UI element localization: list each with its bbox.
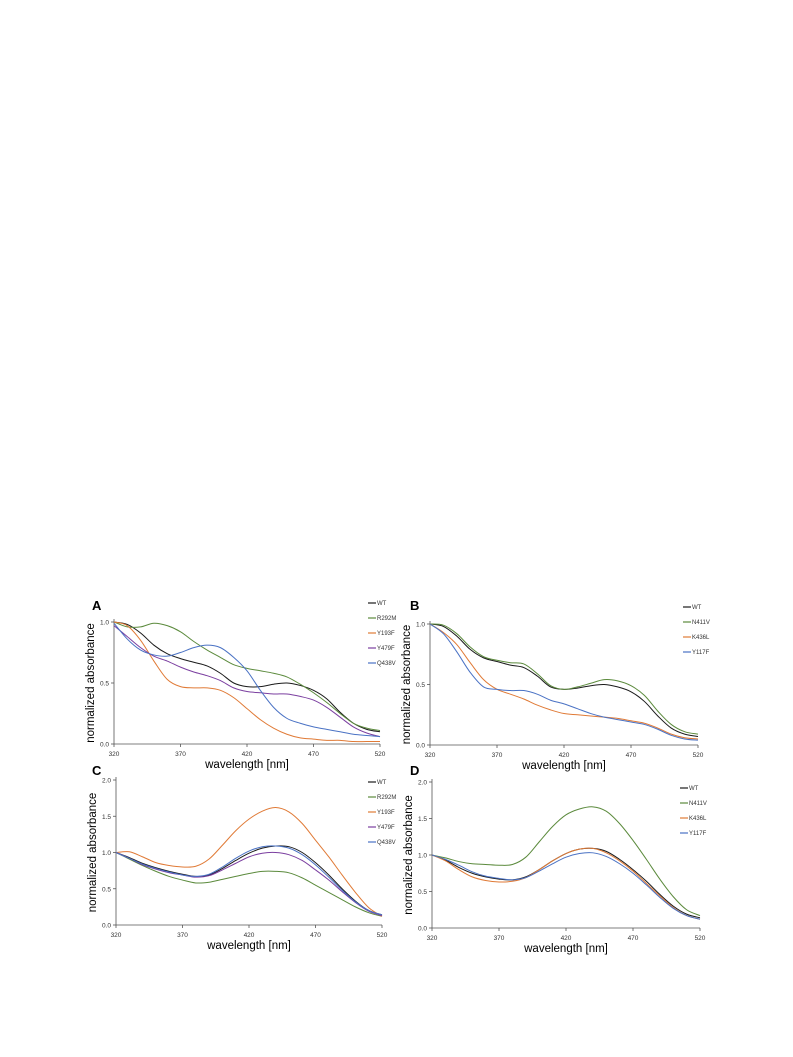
- y-tick-label-d: 2.0: [418, 780, 427, 787]
- series-line-y117f-d: [431, 852, 701, 920]
- x-axis-title-a: wavelength [nm]: [204, 759, 289, 771]
- series-line-y193f-c: [115, 807, 383, 917]
- y-tick-label-a: 0.0: [100, 742, 109, 749]
- legend-label-q438v-a: Q438V: [377, 661, 396, 667]
- x-tick-label-c: 520: [377, 932, 388, 939]
- y-tick-label-b: 0.0: [416, 743, 425, 750]
- y-axis-title-a: normalized absorbance: [85, 623, 97, 743]
- legend-label-y479f-c: Y479F: [377, 825, 395, 831]
- x-tick-label-b: 470: [626, 752, 637, 759]
- y-tick-label-b: 0.5: [416, 682, 425, 689]
- series-line-y479f-c: [115, 851, 383, 917]
- x-tick-label-a: 520: [375, 751, 386, 758]
- y-tick-label-a: 1.0: [100, 620, 109, 627]
- series-line-y479f-a: [113, 625, 381, 738]
- x-tick-label-a: 470: [308, 751, 319, 758]
- legend-label-wt-a: WT: [377, 601, 387, 607]
- legend-label-k436l-d: K436L: [689, 816, 707, 822]
- x-tick-label-b: 320: [425, 752, 436, 759]
- y-tick-label-c: 1.0: [102, 850, 111, 857]
- panel-label-c: C: [92, 763, 102, 778]
- series-line-wt-c: [115, 845, 383, 916]
- series-line-r292m-a: [113, 621, 381, 732]
- y-tick-label-d: 0.0: [418, 926, 427, 933]
- series-line-wt-b: [429, 623, 699, 738]
- legend-label-r292m-a: R292M: [377, 616, 396, 622]
- y-tick-label-d: 1.0: [418, 853, 427, 860]
- panel-label-d: D: [410, 763, 419, 778]
- x-tick-label-d: 420: [561, 935, 572, 942]
- x-tick-label-d: 320: [427, 935, 438, 942]
- y-tick-label-d: 1.5: [418, 816, 427, 823]
- legend-label-wt-b: WT: [692, 605, 702, 611]
- x-tick-label-b: 520: [693, 752, 704, 759]
- series-line-k436l-b: [429, 623, 699, 740]
- x-axis-title-c: wavelength [nm]: [206, 940, 291, 952]
- y-axis-title-b: normalized absorbance: [401, 625, 413, 745]
- series-line-y193f-a: [113, 621, 380, 743]
- panel-d-chart: 320 370 420 470 520 0.0 0.5 1.0 1.5 2.0 wavelength…: [403, 779, 707, 955]
- legend-label-r292m-c: R292M: [377, 795, 396, 801]
- y-tick-label-a: 0.5: [100, 681, 109, 688]
- y-tick-label-c: 1.5: [102, 814, 111, 821]
- legend-label-y193f-c: Y193F: [377, 810, 395, 816]
- panel-a-chart: 320 370 420 470 520 0.0 0.5 1.0 wavelength [nm] n…: [85, 601, 396, 771]
- series-line-q438v-a: [113, 622, 381, 738]
- x-tick-label-c: 370: [177, 932, 188, 939]
- x-tick-label-d: 470: [628, 935, 639, 942]
- legend-label-y193f-a: Y193F: [377, 631, 395, 637]
- x-axis-title-b: wavelength [nm]: [521, 760, 606, 772]
- legend-label-n411v-b: N411V: [692, 620, 710, 626]
- x-tick-label-a: 370: [175, 751, 186, 758]
- series-line-k436l-d: [431, 847, 701, 920]
- y-tick-label-d: 0.5: [418, 889, 427, 896]
- x-tick-label-a: 320: [109, 751, 120, 758]
- legend-label-q438v-c: Q438V: [377, 840, 396, 846]
- legend-label-k436l-b: K436L: [692, 635, 710, 641]
- legend-label-y117f-b: Y117F: [692, 650, 710, 656]
- y-tick-label-c: 2.0: [102, 778, 111, 785]
- y-axis-title-d: normalized absorbance: [403, 795, 415, 915]
- x-tick-label-a: 420: [242, 751, 253, 758]
- x-tick-label-c: 320: [111, 932, 122, 939]
- y-tick-label-c: 0.5: [102, 886, 111, 893]
- panel-label-a: A: [92, 598, 102, 613]
- x-axis-title-d: wavelength [nm]: [523, 943, 608, 955]
- x-tick-label-c: 420: [244, 932, 255, 939]
- series-line-y117f-b: [429, 623, 699, 741]
- legend-label-y117f-d: Y117F: [689, 831, 707, 837]
- series-line-q438v-c: [115, 845, 383, 916]
- y-tick-label-b: 1.0: [416, 622, 425, 629]
- legend-label-wt-c: WT: [377, 780, 387, 786]
- series-line-n411v-b: [429, 623, 699, 735]
- legend-label-y479f-a: Y479F: [377, 646, 395, 652]
- y-tick-label-c: 0.0: [102, 923, 111, 930]
- legend-label-n411v-d: N411V: [689, 801, 707, 807]
- y-axis-title-c: normalized absorbance: [87, 793, 99, 913]
- series-line-n411v-d: [431, 806, 701, 917]
- x-tick-label-d: 370: [494, 935, 505, 942]
- x-tick-label-c: 470: [310, 932, 321, 939]
- x-tick-label-d: 520: [695, 935, 706, 942]
- series-line-r292m-c: [115, 852, 383, 917]
- x-tick-label-b: 420: [559, 752, 570, 759]
- series-line-wt-d: [431, 847, 701, 919]
- panel-c-chart: 320 370 420 470 520 0.0 0.5 1.0 1.5 2.0 wavelength…: [87, 777, 396, 952]
- series-line-wt-a: [113, 621, 381, 733]
- legend-label-wt-d: WT: [689, 786, 699, 792]
- panel-label-b: B: [410, 598, 419, 613]
- panel-b-chart: 320 370 420 470 520 0.0 0.5 1.0 wavelength [nm] n…: [401, 605, 710, 772]
- x-tick-label-b: 370: [492, 752, 503, 759]
